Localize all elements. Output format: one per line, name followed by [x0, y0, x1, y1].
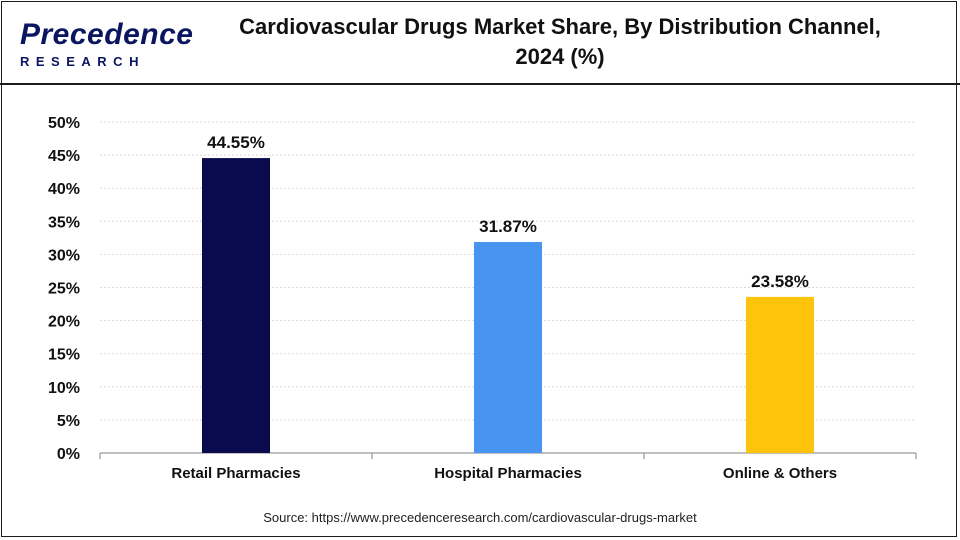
y-tick-label: 25%: [48, 281, 80, 298]
logo-wordmark: Precedence: [20, 18, 194, 51]
bar-value-label: 23.58%: [751, 272, 809, 291]
chart-title-line-2: 2024 (%): [515, 44, 605, 69]
bar: [202, 158, 270, 454]
bar-value-label: 44.55%: [207, 133, 265, 152]
brand-logo: Precedence RESEARCH: [16, 14, 193, 69]
labels: 0% 5% 10% 15% 20% 25% 30% 35% 40% 45% 50% 44.55% Ret…: [48, 115, 837, 482]
axes: [99, 452, 917, 459]
bars: [202, 158, 814, 454]
x-tick-label: Online & Others: [723, 465, 837, 482]
y-tick-label: 15%: [48, 347, 80, 364]
bar-value-label: 31.87%: [479, 217, 537, 236]
y-tick-label: 45%: [48, 148, 80, 165]
logo-subtitle: RESEARCH: [20, 54, 145, 69]
header-divider: [0, 83, 960, 85]
x-tick-label: Hospital Pharmacies: [434, 465, 582, 482]
bar: [746, 296, 814, 453]
y-tick-label: 20%: [48, 314, 80, 331]
x-tick-label: Retail Pharmacies: [171, 465, 300, 482]
y-tick-label: 30%: [48, 247, 80, 264]
y-tick-label: 35%: [48, 214, 80, 231]
bar: [474, 242, 542, 453]
y-tick-label: 50%: [48, 115, 80, 132]
header: Precedence RESEARCH Cardiovascular Drugs…: [0, 0, 960, 85]
chart-title-line-1: Cardiovascular Drugs Market Share, By Di…: [239, 14, 881, 39]
chart-title: Cardiovascular Drugs Market Share, By Di…: [190, 12, 930, 72]
y-tick-label: 10%: [48, 380, 80, 397]
y-tick-label: 0%: [57, 446, 80, 463]
y-tick-label: 40%: [48, 181, 80, 198]
y-tick-label: 5%: [57, 413, 80, 430]
source-note: Source: https://www.precedenceresearch.c…: [263, 510, 697, 525]
